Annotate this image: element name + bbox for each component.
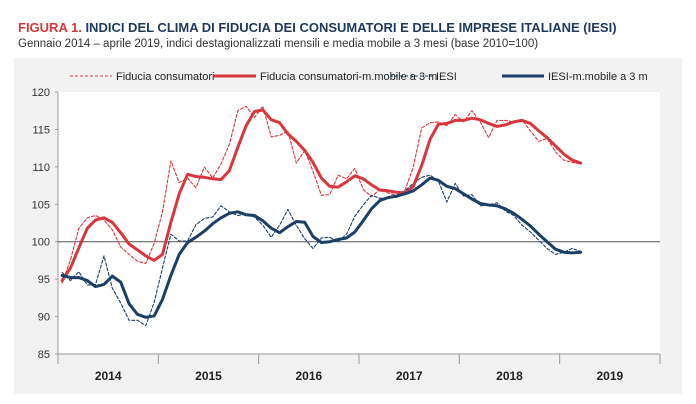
y-tick-label: 85 [38,349,50,361]
series-iesi [61,174,582,327]
legend-label: IESI-m.mobile a 3 m [548,71,648,83]
chart-title: FIGURA 1. INDICI DEL CLIMA DI FIDUCIA DE… [18,20,617,35]
legend: Fiducia consumatori Fiducia consumatori-m… [70,71,648,83]
series-fiducia-consumatori-m-mobile-a-3-m [60,108,583,283]
x-tick-label: 2015 [195,369,222,383]
series-iesi-m-mobile-a-3-m [60,176,583,319]
x-tick-label: 2016 [295,369,322,383]
y-tick-label: 120 [32,87,50,99]
figure-title: INDICI DEL CLIMA DI FIDUCIA DEI CONSUMAT… [85,20,617,35]
chart: 85 90 95 100 105 110 115 120 2014 2015 2016 2017 201… [14,58,682,394]
x-tick-label: 2018 [496,369,523,383]
x-tick-label: 2014 [95,369,122,383]
chart-subtitle: Gennaio 2014 – aprile 2019, indici desta… [18,38,539,50]
legend-label: Fiducia consumatori [116,71,214,83]
series-layer [60,105,583,327]
y-tick-label: 115 [32,124,50,136]
x-tick-label: 2019 [596,369,623,383]
legend-label: Fiducia consumatori-m.mobile a 3 m [260,71,437,83]
figure-label: FIGURA 1. [18,20,82,35]
y-tick-label: 105 [32,199,50,211]
plot-area [58,92,660,354]
y-tick-label: 110 [32,162,50,174]
y-tick-label: 95 [38,274,50,286]
axes: 85 90 95 100 105 110 115 120 2014 2015 2016 2017 201… [32,87,661,383]
x-tick-label: 2017 [396,369,423,383]
y-tick-label: 90 [38,312,50,324]
y-tick-label: 100 [32,237,50,249]
legend-label: IESI [436,71,457,83]
